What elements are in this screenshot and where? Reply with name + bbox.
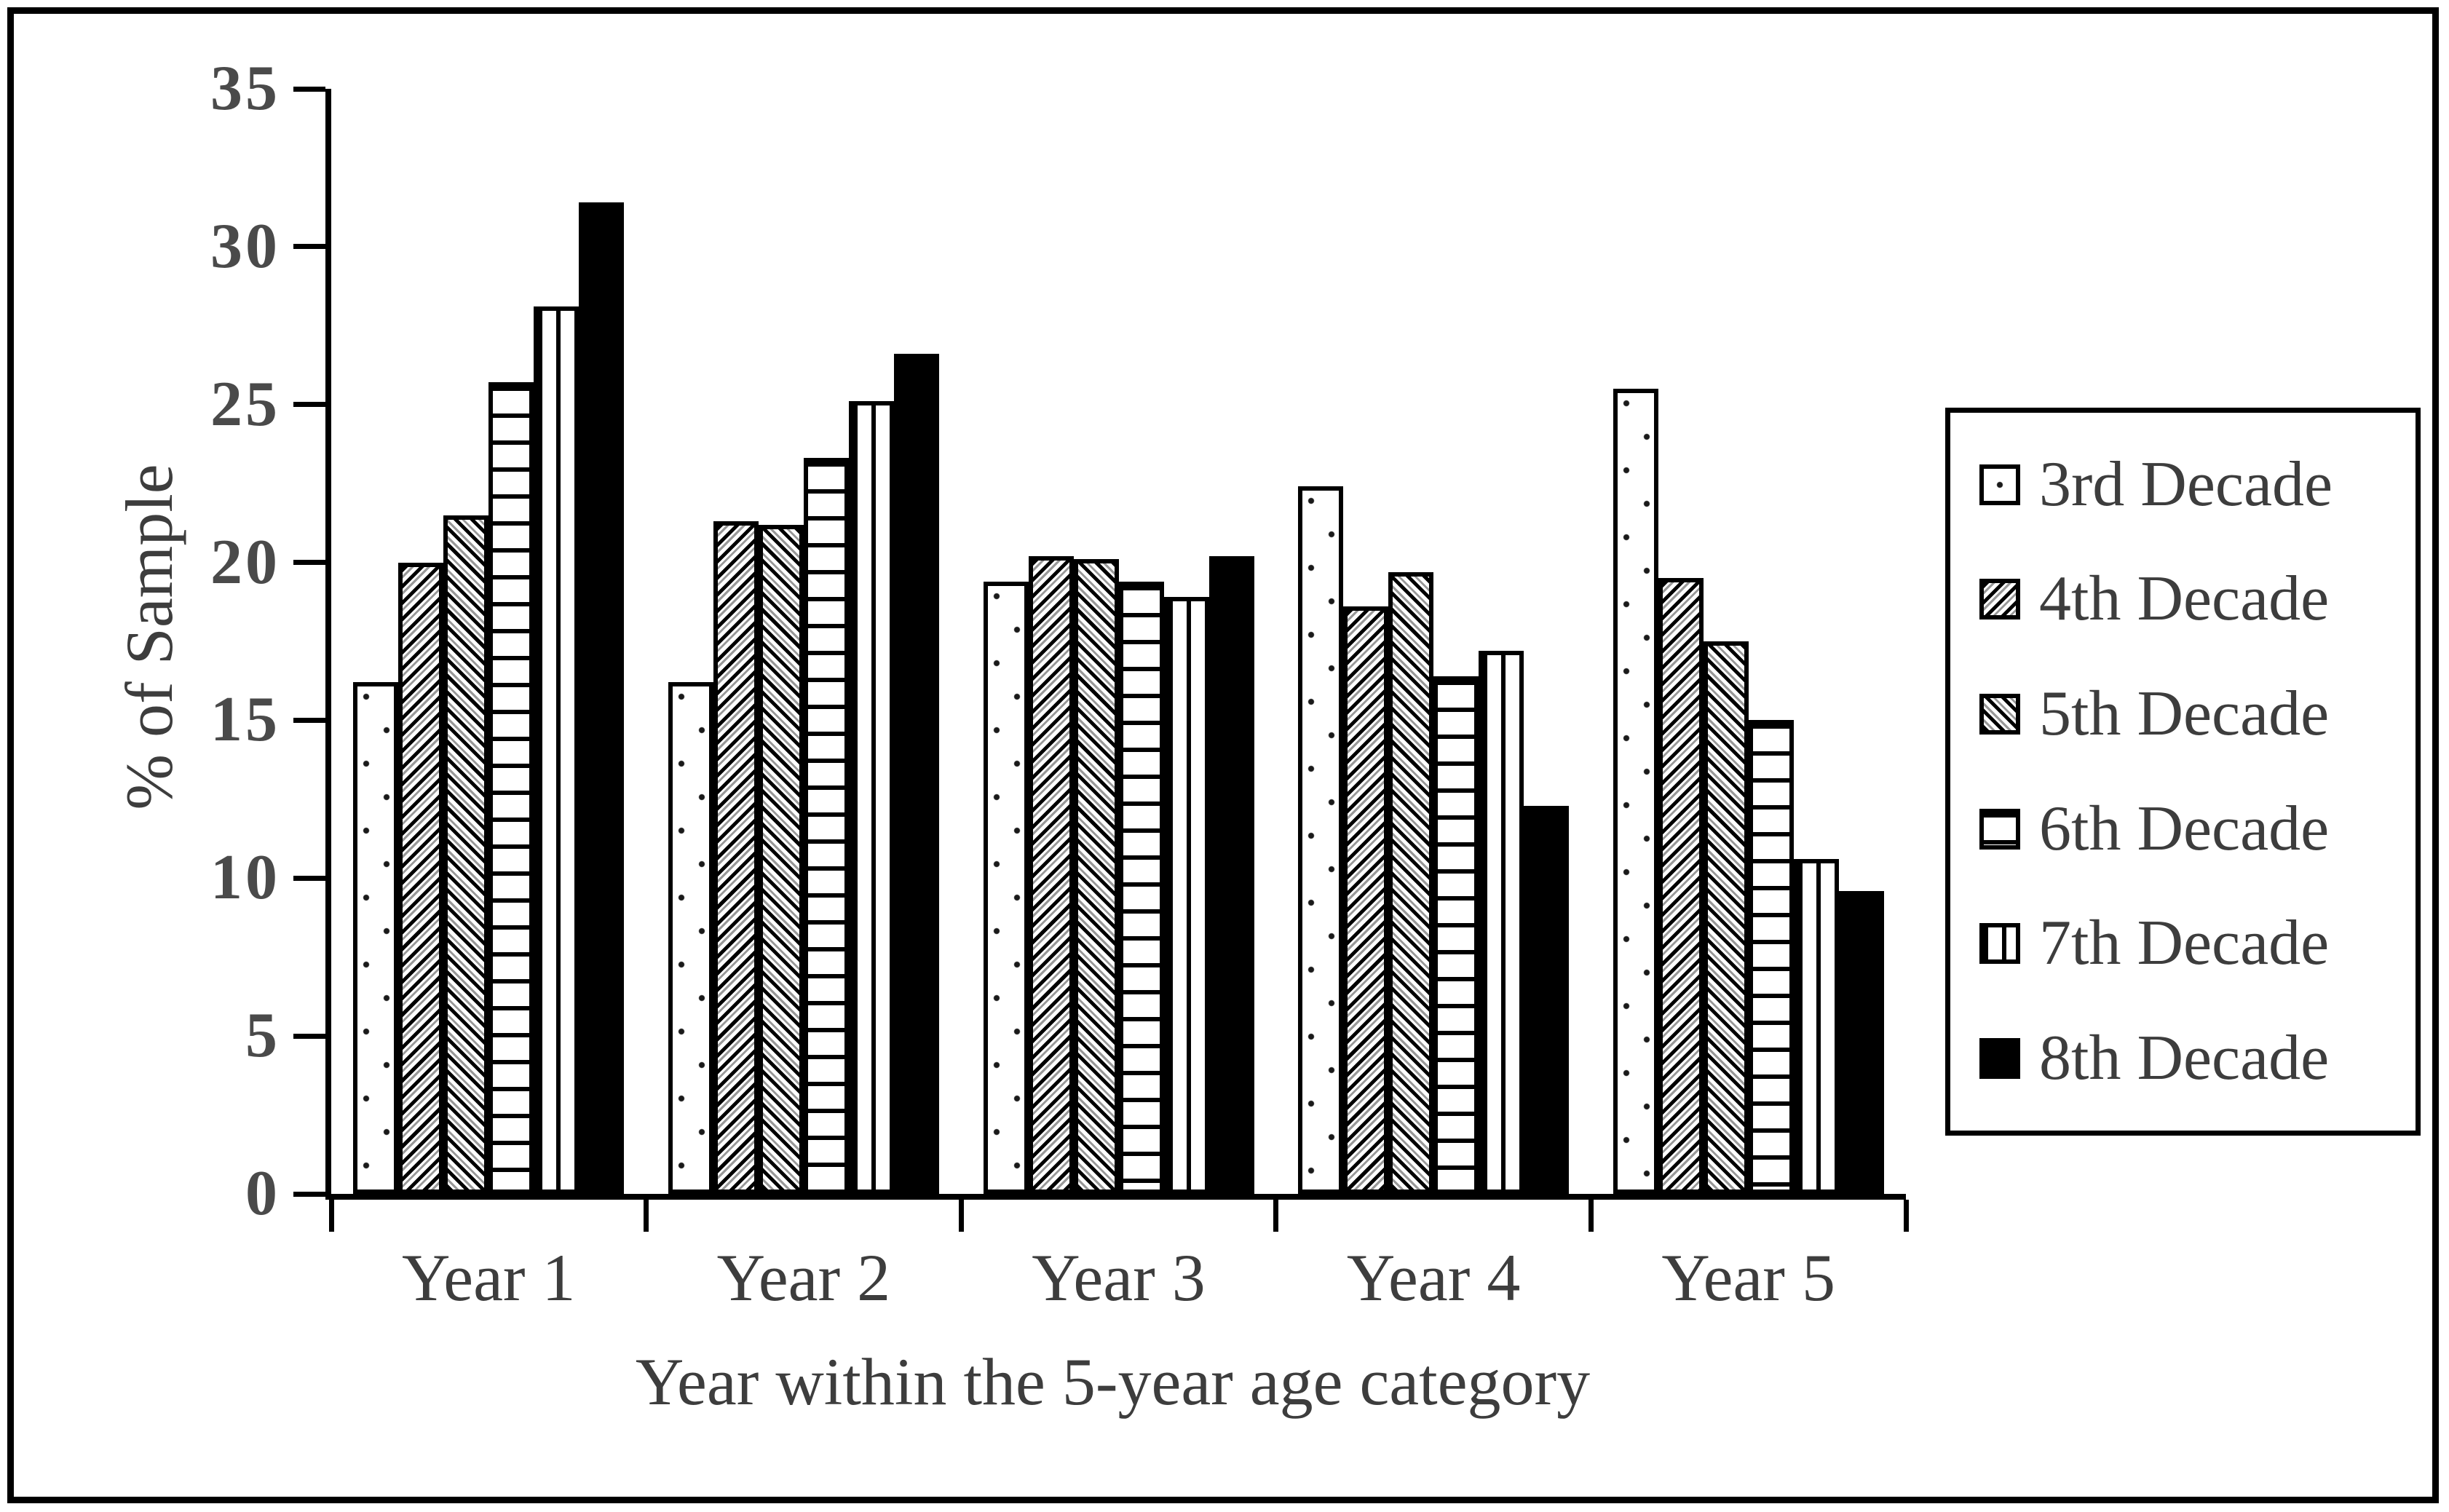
bar-year5-5th-decade	[1703, 641, 1749, 1194]
x-category-label: Year 1	[402, 1240, 576, 1315]
bar-year1-8th-decade	[579, 202, 625, 1194]
legend-swatch-diagonal-down-icon	[1979, 694, 2020, 735]
bar-year4-4th-decade	[1343, 606, 1389, 1194]
y-axis-tick	[293, 1191, 325, 1197]
y-axis-tick-label: 20	[210, 526, 280, 598]
bar-year5-3rd-decade	[1613, 389, 1658, 1194]
bar-year2-7th-decade	[848, 401, 894, 1194]
y-axis-tick	[293, 402, 325, 408]
legend-item: 3rd Decade	[1979, 448, 2416, 520]
x-axis-tick	[1273, 1200, 1279, 1232]
bar-year2-4th-decade	[713, 521, 759, 1194]
y-axis-tick-label: 0	[245, 1158, 280, 1229]
y-axis-tick	[293, 1033, 325, 1039]
legend-swatch-diagonal-up-icon	[1979, 579, 2020, 620]
bar-year4-6th-decade	[1433, 676, 1479, 1194]
x-axis-tick	[328, 1200, 334, 1232]
x-axis-tick	[644, 1200, 649, 1232]
bar-year4-7th-decade	[1479, 651, 1524, 1194]
legend: 3rd Decade 4th Decade 5th Decade 6th Decade…	[1945, 408, 2421, 1136]
y-axis-tick	[293, 875, 325, 881]
bar-year3-4th-decade	[1028, 555, 1074, 1194]
legend-label: 3rd Decade	[2039, 448, 2333, 520]
y-axis-tick	[293, 717, 325, 723]
plot-area: 0 5 10 15 20 25 30 35 Year 1 Year 2 Year 3 Year 4 Ye…	[210, 53, 1909, 1315]
y-axis-tick-label: 35	[210, 53, 280, 124]
bar-year1-5th-decade	[443, 515, 489, 1194]
legend-item: 6th Decade	[1979, 793, 2416, 864]
bar-year3-7th-decade	[1163, 597, 1209, 1194]
x-axis-tick	[1903, 1200, 1909, 1232]
bar-year2-8th-decade	[893, 354, 939, 1194]
y-axis-tick-label: 15	[210, 684, 280, 756]
bar-year5-4th-decade	[1658, 578, 1704, 1194]
y-axis-tick-label: 5	[245, 1000, 280, 1072]
bar-year4-3rd-decade	[1298, 486, 1344, 1194]
x-category-label: Year 2	[716, 1240, 891, 1315]
bar-year3-6th-decade	[1118, 581, 1164, 1194]
bar-year1-4th-decade	[398, 562, 444, 1194]
legend-swatch-vertical-lines-icon	[1979, 923, 2020, 965]
legend-item: 4th Decade	[1979, 567, 2416, 631]
y-axis-tick-label: 30	[210, 210, 280, 282]
bar-year1-3rd-decade	[353, 682, 399, 1194]
y-axis-tick-label: 10	[210, 842, 280, 914]
y-axis-tick	[293, 86, 325, 92]
legend-label: 6th Decade	[2039, 793, 2330, 864]
legend-label: 5th Decade	[2039, 678, 2330, 750]
y-axis-tick	[293, 244, 325, 250]
legend-swatch-dots-icon	[1979, 464, 2020, 505]
legend-item: 5th Decade	[1979, 682, 2416, 746]
bar-year2-5th-decade	[758, 524, 804, 1194]
x-category-label: Year 3	[1032, 1240, 1206, 1315]
x-category-label: Year 4	[1346, 1240, 1521, 1315]
bar-year3-5th-decade	[1073, 559, 1119, 1194]
x-category-label: Year 5	[1661, 1240, 1835, 1315]
legend-swatch-solid-black-icon	[1979, 1038, 2020, 1080]
bar-year3-3rd-decade	[983, 581, 1029, 1194]
bar-year1-7th-decade	[534, 306, 579, 1194]
bar-year2-6th-decade	[803, 458, 849, 1194]
x-axis-tick	[1588, 1200, 1594, 1232]
legend-label: 7th Decade	[2039, 908, 2330, 979]
legend-swatch-horizontal-lines-icon	[1979, 808, 2020, 850]
x-axis-tick	[958, 1200, 964, 1232]
y-axis-tick-label: 25	[210, 368, 280, 440]
bar-year4-5th-decade	[1388, 571, 1434, 1194]
legend-item: 7th Decade	[1979, 911, 2416, 975]
bar-year3-8th-decade	[1208, 555, 1254, 1194]
bar-year1-6th-decade	[488, 382, 534, 1194]
x-axis-title: Year within the 5-year age category	[635, 1345, 1591, 1419]
y-axis-tick	[293, 560, 325, 566]
bar-year2-3rd-decade	[668, 682, 713, 1194]
bar-year5-7th-decade	[1793, 859, 1839, 1194]
bar-year5-8th-decade	[1838, 890, 1884, 1194]
legend-item: 8th Decade	[1979, 1026, 2416, 1091]
legend-label: 8th Decade	[2039, 1023, 2330, 1094]
legend-label: 4th Decade	[2039, 563, 2330, 635]
bar-year5-6th-decade	[1748, 720, 1794, 1194]
bar-year4-8th-decade	[1524, 805, 1570, 1194]
